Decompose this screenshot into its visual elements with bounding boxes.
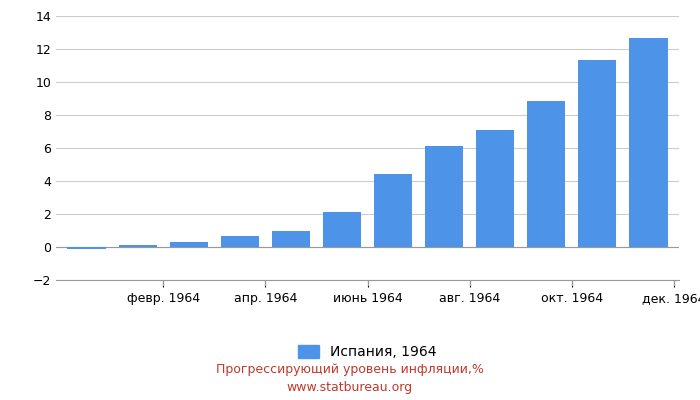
Bar	[425, 146, 463, 247]
Bar	[220, 236, 259, 247]
Bar	[323, 212, 361, 247]
Bar	[169, 242, 208, 247]
Bar	[629, 38, 668, 247]
Bar	[374, 174, 412, 247]
Bar	[272, 231, 310, 247]
Bar	[67, 247, 106, 249]
Bar	[527, 101, 566, 247]
Bar	[476, 130, 514, 247]
Legend: Испания, 1964: Испания, 1964	[293, 340, 442, 365]
Text: Прогрессирующий уровень инфляции,%: Прогрессирующий уровень инфляции,%	[216, 364, 484, 376]
Bar	[118, 244, 157, 247]
Text: www.statbureau.org: www.statbureau.org	[287, 382, 413, 394]
Bar	[578, 60, 617, 247]
